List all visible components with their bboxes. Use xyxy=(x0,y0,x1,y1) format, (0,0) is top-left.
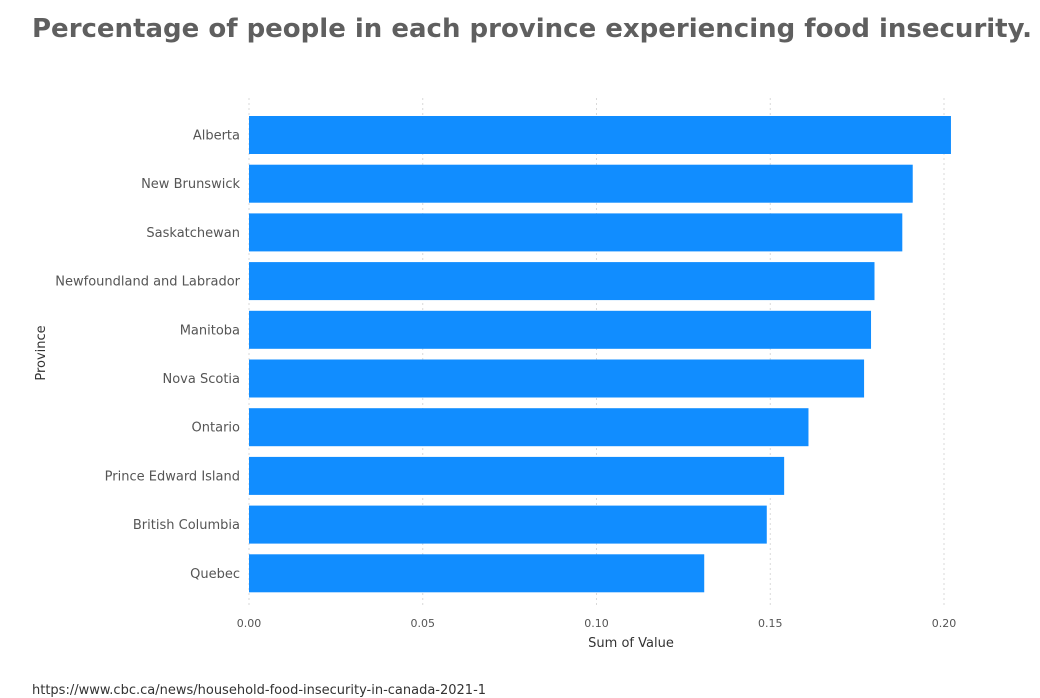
category-label: Alberta xyxy=(193,129,240,144)
chart-title: Percentage of people in each province ex… xyxy=(32,14,1033,44)
bar-nova-scotia[interactable] xyxy=(249,359,865,398)
bar-alberta[interactable] xyxy=(249,116,951,154)
bars xyxy=(249,116,951,593)
bar-ontario[interactable] xyxy=(249,408,809,447)
source-footnote: https://www.cbc.ca/news/household-food-i… xyxy=(32,683,487,698)
y-axis-label: Province xyxy=(34,325,49,380)
category-label: Newfoundland and Labrador xyxy=(55,275,240,290)
bar-british-columbia[interactable] xyxy=(249,505,767,544)
bar-quebec[interactable] xyxy=(249,554,705,593)
x-tick-label: 0.00 xyxy=(237,617,262,630)
category-label: Quebec xyxy=(190,567,240,582)
x-tick-label: 0.05 xyxy=(411,617,436,630)
bar-manitoba[interactable] xyxy=(249,310,872,349)
category-labels: Alberta New Brunswick Saskatchewan Newfound… xyxy=(55,129,240,582)
bar-newfoundland-and-labrador[interactable] xyxy=(249,262,875,301)
category-label: New Brunswick xyxy=(141,177,240,192)
category-label: Ontario xyxy=(192,421,240,436)
category-label: Manitoba xyxy=(180,323,240,338)
bar-saskatchewan[interactable] xyxy=(249,213,903,252)
x-tick-label: 0.20 xyxy=(932,617,957,630)
category-label: Prince Edward Island xyxy=(105,469,240,484)
category-label: British Columbia xyxy=(133,518,240,533)
x-tick-label: 0.15 xyxy=(758,617,783,630)
x-tick-label: 0.10 xyxy=(584,617,609,630)
x-axis-label: Sum of Value xyxy=(588,636,674,651)
x-tick-labels: 0.00 0.05 0.10 0.15 0.20 xyxy=(237,617,957,630)
bar-prince-edward-island[interactable] xyxy=(249,456,785,495)
category-label: Nova Scotia xyxy=(163,372,241,387)
bar-new-brunswick[interactable] xyxy=(249,164,913,203)
category-label: Saskatchewan xyxy=(146,226,240,241)
